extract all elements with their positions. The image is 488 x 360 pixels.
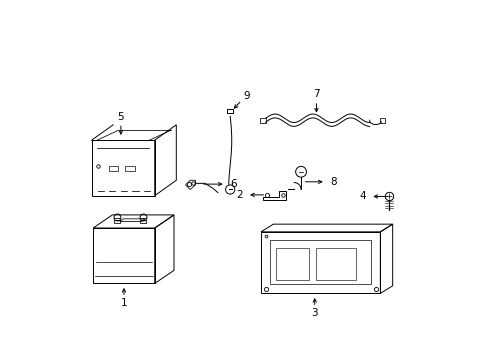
Text: 1: 1: [121, 298, 127, 309]
Bar: [108, 166, 118, 171]
Bar: [379, 118, 384, 123]
Bar: [140, 220, 145, 223]
Bar: [226, 109, 233, 113]
Text: 3: 3: [311, 309, 317, 319]
Text: 4: 4: [359, 192, 365, 202]
Bar: [125, 166, 135, 171]
Text: 2: 2: [236, 190, 242, 200]
Text: 6: 6: [229, 179, 236, 189]
Bar: [113, 220, 120, 223]
Text: 5: 5: [117, 112, 124, 122]
Text: 9: 9: [244, 91, 250, 101]
Text: 8: 8: [329, 177, 336, 187]
Bar: [270, 239, 370, 284]
Bar: [276, 248, 308, 280]
Text: 7: 7: [312, 89, 319, 99]
Bar: [260, 118, 265, 123]
Bar: [316, 248, 356, 280]
